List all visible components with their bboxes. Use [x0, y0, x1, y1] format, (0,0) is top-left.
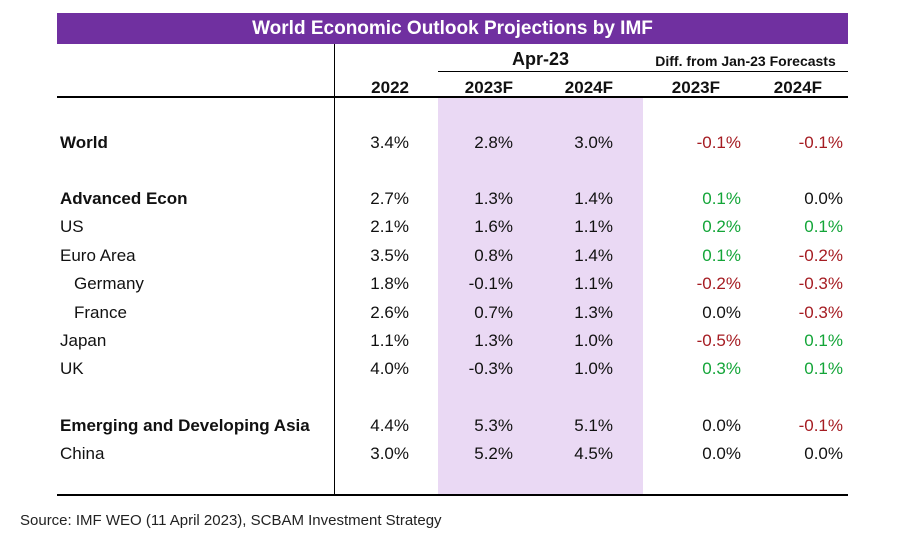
row-value: 1.3%: [474, 331, 513, 350]
row-value: 0.8%: [474, 246, 513, 265]
row-diff-value: 0.1%: [804, 217, 843, 236]
row-value: 5.3%: [474, 416, 513, 435]
row-value: -0.3%: [468, 359, 513, 378]
row-value: 4.5%: [574, 444, 613, 463]
row-label: Advanced Econ: [60, 189, 188, 208]
row-diff-value: 0.0%: [804, 444, 843, 463]
col-header-2024f: 2024F: [564, 78, 613, 97]
row-diff-value: -0.3%: [798, 303, 843, 322]
row-diff-value: -0.1%: [798, 133, 843, 152]
header-group-apr23: Apr-23: [511, 49, 569, 69]
row-diff-value: 0.0%: [804, 189, 843, 208]
row-value: 5.1%: [574, 416, 613, 435]
row-value: 1.1%: [574, 217, 613, 236]
row-value: 1.8%: [370, 274, 409, 293]
row-value: 1.4%: [574, 246, 613, 265]
row-value: 2.8%: [474, 133, 513, 152]
row-value: 4.4%: [370, 416, 409, 435]
row-label: Germany: [74, 274, 144, 293]
row-label: UK: [60, 359, 84, 378]
row-value: -0.1%: [468, 274, 513, 293]
row-label: China: [60, 444, 105, 463]
row-diff-value: 0.0%: [702, 416, 741, 435]
row-diff-value: -0.1%: [696, 133, 741, 152]
row-value: 1.3%: [474, 189, 513, 208]
row-value: 1.3%: [574, 303, 613, 322]
source-note: Source: IMF WEO (11 April 2023), SCBAM I…: [20, 512, 442, 529]
row-diff-value: -0.2%: [798, 246, 843, 265]
label-column-divider: [334, 44, 335, 494]
table-bottom-rule: [57, 494, 848, 496]
row-label: US: [60, 217, 84, 236]
row-value: 1.0%: [574, 331, 613, 350]
row-value: 1.1%: [574, 274, 613, 293]
col-header-diff-2023f: 2023F: [671, 78, 720, 97]
row-value: 1.1%: [370, 331, 409, 350]
row-value: 2.6%: [370, 303, 409, 322]
row-diff-value: -0.5%: [696, 331, 741, 350]
row-value: 3.0%: [574, 133, 613, 152]
row-diff-value: 0.0%: [702, 303, 741, 322]
header-bottom-rule: [57, 96, 848, 98]
row-diff-value: 0.1%: [804, 359, 843, 378]
row-diff-value: -0.2%: [696, 274, 741, 293]
row-value: 4.0%: [370, 359, 409, 378]
row-label: World: [60, 133, 108, 152]
row-diff-value: 0.2%: [702, 217, 741, 236]
header-group-rule: [438, 71, 848, 72]
row-label: Euro Area: [60, 246, 136, 265]
row-diff-value: -0.3%: [798, 274, 843, 293]
row-value: 5.2%: [474, 444, 513, 463]
header-group-diff: Diff. from Jan-23 Forecasts: [655, 53, 836, 69]
row-value: 2.1%: [370, 217, 409, 236]
row-value: 1.4%: [574, 189, 613, 208]
row-label: Emerging and Developing Asia: [60, 416, 310, 435]
row-value: 3.5%: [370, 246, 409, 265]
row-diff-value: 0.1%: [702, 246, 741, 265]
row-value: 1.6%: [474, 217, 513, 236]
row-value: 3.4%: [370, 133, 409, 152]
row-label: France: [74, 303, 127, 322]
col-header-2023f: 2023F: [464, 78, 513, 97]
row-value: 1.0%: [574, 359, 613, 378]
table-title: World Economic Outlook Projections by IM…: [57, 13, 848, 44]
row-diff-value: 0.0%: [702, 444, 741, 463]
apr23-highlight-band: [438, 96, 643, 494]
row-value: 2.7%: [370, 189, 409, 208]
row-value: 0.7%: [474, 303, 513, 322]
col-header-2022: 2022: [371, 78, 409, 97]
row-diff-value: 0.3%: [702, 359, 741, 378]
row-diff-value: -0.1%: [798, 416, 843, 435]
row-diff-value: 0.1%: [702, 189, 741, 208]
col-header-diff-2024f: 2024F: [773, 78, 822, 97]
row-diff-value: 0.1%: [804, 331, 843, 350]
row-label: Japan: [60, 331, 107, 350]
row-value: 3.0%: [370, 444, 409, 463]
